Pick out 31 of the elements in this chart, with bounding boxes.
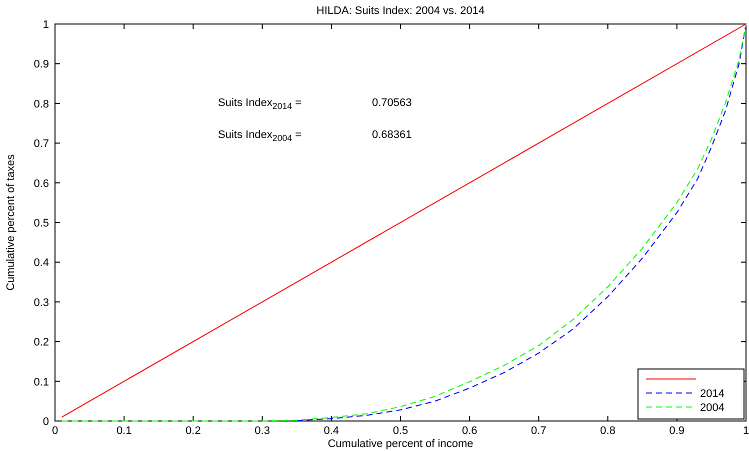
y-tick-label: 0.9 xyxy=(34,58,49,71)
y-tick-label: 1 xyxy=(42,19,49,31)
y-tick-label: 0.2 xyxy=(34,336,49,349)
x-tick-label: 0.2 xyxy=(186,425,201,437)
x-tick-label: 0.3 xyxy=(254,425,270,437)
y-tick-label: 0.4 xyxy=(34,257,49,270)
x-tick-label: 0.8 xyxy=(600,425,616,437)
y-tick-label: 0.8 xyxy=(34,98,49,110)
y-tick-label: 0.5 xyxy=(34,218,49,230)
x-tick-label: 0.1 xyxy=(116,425,132,437)
annotation: 0.70563 xyxy=(372,97,412,109)
legend-label: 2014 xyxy=(700,388,724,400)
x-tick-label: 0 xyxy=(52,425,58,437)
y-tick-label: 0.1 xyxy=(34,376,49,388)
legend-label: 2004 xyxy=(700,402,724,414)
x-tick-label: 0.9 xyxy=(669,425,685,437)
x-tick-label: 0.4 xyxy=(324,425,340,437)
y-tick-label: 0.3 xyxy=(34,296,49,309)
x-tick-label: 0.7 xyxy=(531,425,546,437)
x-tick-label: 0.5 xyxy=(392,425,408,437)
x-axis-title: Cumulative percent of income xyxy=(328,438,474,450)
annotation: 0.68361 xyxy=(372,129,412,141)
annotation: Suits Index$_{2014}$ = xyxy=(218,97,302,111)
chart-title: HILDA: Suits Index: 2004 vs. 2014 xyxy=(316,5,485,17)
y-tick-label: 0 xyxy=(42,416,49,428)
annotation: Suits Index$_{2004}$ = xyxy=(218,129,302,143)
y-axis-title: Cumulative percent of taxes xyxy=(5,154,17,291)
y-tick-label: 0.7 xyxy=(34,138,49,150)
y-tick-label: 0.6 xyxy=(34,178,49,190)
x-tick-label: 1 xyxy=(742,425,749,437)
x-tick-label: 0.6 xyxy=(462,425,478,437)
